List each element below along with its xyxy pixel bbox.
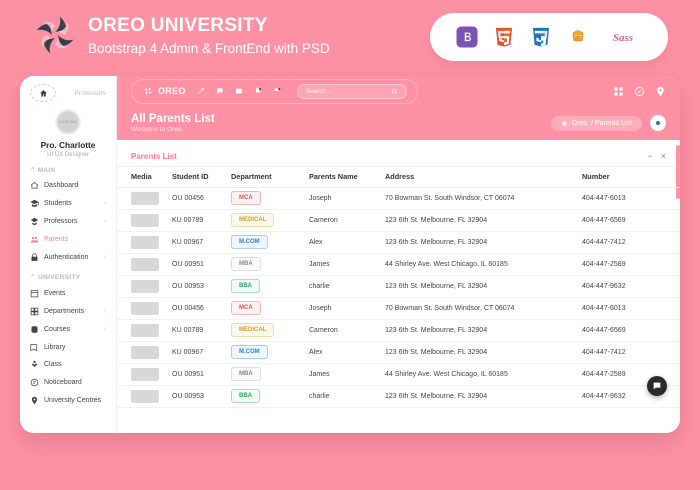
svg-text:Sass: Sass bbox=[613, 32, 633, 44]
